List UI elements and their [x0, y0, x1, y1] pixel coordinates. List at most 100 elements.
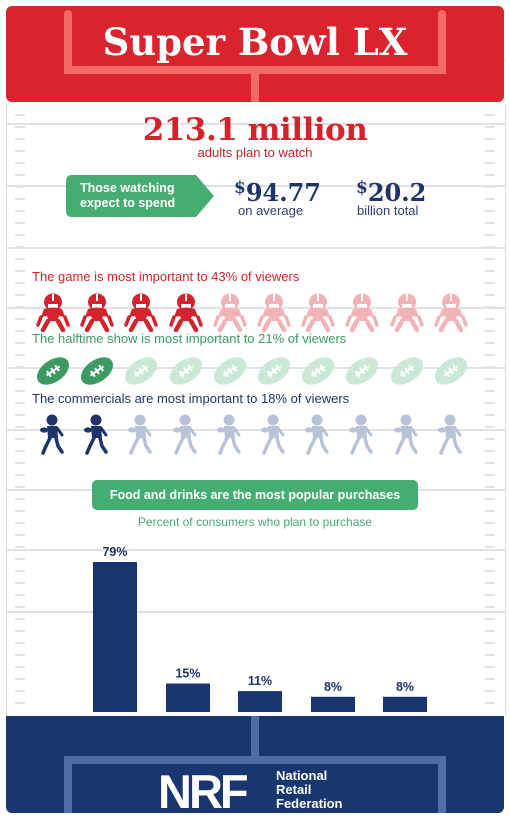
hash-mark	[15, 534, 25, 536]
total-spend-value: 20.2	[367, 178, 427, 207]
hash-mark	[15, 402, 25, 404]
football-player-icon	[76, 413, 118, 455]
hash-mark	[485, 198, 495, 200]
average-spend-value: 94.77	[245, 178, 321, 207]
bar-value-label: 79%	[102, 545, 127, 559]
average-spend: $94.77	[234, 178, 321, 207]
hash-mark	[485, 582, 495, 584]
spend-badge-label: Those watching expect to spend	[80, 181, 176, 210]
hash-mark	[15, 498, 25, 500]
hash-mark	[485, 702, 495, 704]
hash-mark	[15, 318, 25, 320]
hash-mark	[15, 174, 25, 176]
page-title: Super Bowl LX	[102, 20, 408, 64]
hash-mark	[15, 186, 25, 188]
purchases-banner: Food and drinks are the most popular pur…	[92, 480, 418, 510]
hash-mark	[15, 222, 25, 224]
yard-line	[7, 307, 505, 309]
hash-mark	[15, 330, 25, 332]
hash-mark	[15, 702, 25, 704]
organization-name-line: National	[276, 768, 328, 783]
bar-value-label: 11%	[248, 674, 272, 688]
viewer-count-label: adults plan to watch	[197, 145, 313, 160]
bar-value-label: 8%	[324, 680, 342, 694]
hash-mark	[485, 114, 495, 116]
hash-mark	[15, 378, 25, 380]
bar-value-label: 8%	[396, 680, 414, 694]
hash-mark	[15, 450, 25, 452]
hash-mark	[485, 510, 495, 512]
hash-mark	[15, 342, 25, 344]
football-player-icon	[297, 413, 339, 455]
hash-mark	[485, 438, 495, 440]
hash-mark	[15, 246, 25, 248]
average-spend-label: on average	[238, 203, 304, 218]
hash-mark	[485, 498, 495, 500]
football-icon	[209, 350, 251, 392]
football-icon	[253, 350, 295, 392]
bar	[383, 696, 427, 712]
hash-mark	[15, 690, 25, 692]
hash-mark	[485, 666, 495, 668]
hash-mark	[485, 222, 495, 224]
football-lineman-icon	[430, 290, 472, 333]
football-icon	[165, 350, 207, 392]
hash-mark	[485, 258, 495, 260]
game-icon-row	[32, 290, 472, 333]
football-player-icon	[341, 413, 383, 455]
football-lineman-icon	[341, 290, 383, 333]
hash-mark	[15, 558, 25, 560]
hash-mark	[15, 570, 25, 572]
game-importance-text: The game is most important to 43% of vie…	[32, 269, 300, 284]
hash-mark	[485, 426, 495, 428]
yard-line	[7, 549, 505, 551]
hash-mark	[15, 366, 25, 368]
hash-mark	[485, 294, 495, 296]
hash-mark	[15, 582, 25, 584]
hash-mark	[485, 594, 495, 596]
football-lineman-icon	[386, 290, 428, 333]
hash-mark	[485, 630, 495, 632]
commercials-icon-row	[32, 413, 472, 455]
halftime-importance-text: The halftime show is most important to 2…	[32, 331, 347, 346]
halftime-icon-row	[32, 350, 472, 392]
yard-line	[7, 247, 505, 249]
hash-mark	[485, 606, 495, 608]
hash-mark	[485, 570, 495, 572]
hash-mark	[485, 474, 495, 476]
hash-mark	[15, 306, 25, 308]
hash-mark	[15, 642, 25, 644]
goalpost-icon	[64, 10, 446, 102]
football-lineman-icon	[209, 290, 251, 333]
hash-mark	[485, 450, 495, 452]
commercials-importance-text: The commercials are most important to 18…	[32, 391, 350, 406]
hash-mark	[15, 678, 25, 680]
hash-mark	[15, 162, 25, 164]
hash-mark	[15, 198, 25, 200]
hash-mark	[15, 138, 25, 140]
hash-mark	[485, 402, 495, 404]
goalpost-icon	[64, 716, 446, 816]
hash-mark	[485, 210, 495, 212]
hash-mark	[485, 534, 495, 536]
hash-mark	[485, 318, 495, 320]
football-lineman-icon	[120, 290, 162, 333]
hash-mark	[15, 474, 25, 476]
football-lineman-icon	[165, 290, 207, 333]
football-icon	[120, 350, 162, 392]
yard-line	[7, 367, 505, 369]
football-player-icon	[386, 413, 428, 455]
currency-symbol: $	[356, 178, 368, 198]
hash-mark	[485, 282, 495, 284]
hash-mark	[485, 522, 495, 524]
hash-mark	[485, 306, 495, 308]
hash-mark	[15, 270, 25, 272]
hash-mark	[15, 282, 25, 284]
total-spend: $20.2	[356, 178, 426, 207]
hash-mark	[485, 138, 495, 140]
hash-mark	[15, 546, 25, 548]
football-player-icon	[209, 413, 251, 455]
viewer-count: 213.1 million	[142, 112, 368, 148]
